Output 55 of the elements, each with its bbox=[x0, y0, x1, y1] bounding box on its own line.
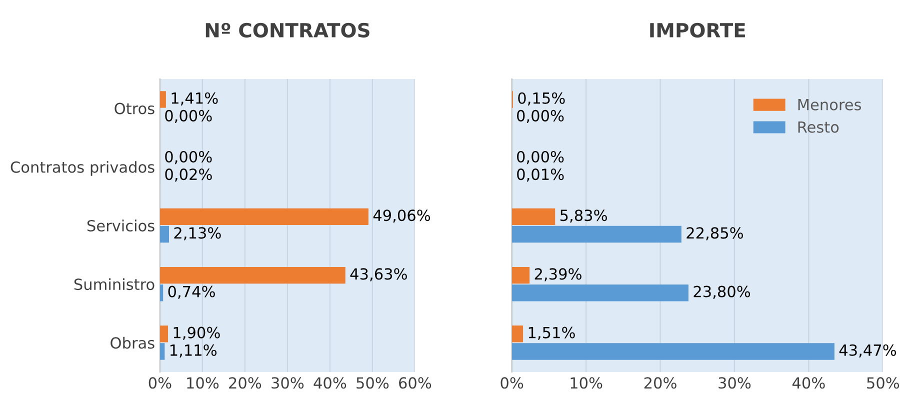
y-tick-label: Servicios bbox=[87, 220, 154, 232]
bar bbox=[160, 91, 166, 108]
data-label: 1,11% bbox=[170, 344, 217, 358]
chart-title: Nº CONTRATOS bbox=[206, 22, 370, 38]
bar bbox=[512, 226, 682, 243]
data-label: 2,39% bbox=[534, 268, 582, 282]
bar bbox=[512, 284, 688, 302]
data-label: 1,51% bbox=[528, 326, 575, 340]
bar bbox=[160, 284, 164, 302]
x-tick-label: 20% bbox=[644, 377, 676, 389]
bar bbox=[512, 266, 530, 284]
data-label: 43,63% bbox=[350, 268, 407, 282]
y-tick-label: Obras bbox=[110, 336, 154, 349]
x-tick-label: 40% bbox=[314, 377, 346, 389]
data-label: 0,15% bbox=[518, 92, 565, 106]
y-tick-label: Contratos privados bbox=[10, 161, 154, 176]
data-label: 43,47% bbox=[839, 344, 896, 358]
x-tick-label: 30% bbox=[718, 377, 751, 389]
chart-title: IMPORTE bbox=[650, 22, 745, 38]
data-label: 0,00% bbox=[517, 150, 564, 164]
data-label: 5,83% bbox=[560, 210, 607, 223]
x-tick-label: 40% bbox=[792, 377, 825, 389]
data-label: 0,00% bbox=[165, 150, 212, 164]
data-label: 0,00% bbox=[517, 110, 564, 124]
x-tick-label: 50% bbox=[356, 377, 389, 389]
data-label: 49,06% bbox=[373, 210, 430, 223]
bar bbox=[512, 326, 524, 342]
data-label: 0,02% bbox=[165, 168, 212, 182]
data-label: 0,00% bbox=[165, 110, 212, 124]
bar bbox=[160, 226, 170, 243]
x-tick-label: 60% bbox=[399, 377, 432, 389]
bar bbox=[160, 343, 165, 360]
bar bbox=[160, 266, 346, 284]
data-label: 0,74% bbox=[168, 286, 215, 299]
y-tick-label: Suministro bbox=[74, 278, 154, 290]
x-tick-label: 0% bbox=[148, 377, 172, 389]
bar bbox=[512, 208, 556, 226]
x-tick-label: 20% bbox=[229, 377, 262, 389]
bar bbox=[160, 208, 368, 226]
legend-label: Menores bbox=[798, 99, 862, 110]
x-tick-label: 10% bbox=[187, 377, 219, 389]
x-tick-label: 50% bbox=[867, 377, 900, 389]
data-label: 1,41% bbox=[172, 92, 218, 106]
x-tick-label: 30% bbox=[272, 377, 304, 389]
data-label: 0,01% bbox=[517, 168, 564, 182]
bar bbox=[512, 343, 834, 360]
data-label: 1,90% bbox=[174, 326, 220, 340]
x-tick-label: 0% bbox=[500, 377, 524, 389]
x-tick-label: 10% bbox=[570, 377, 602, 389]
data-label: 22,85% bbox=[686, 227, 744, 240]
y-tick-label: Otros bbox=[114, 102, 154, 114]
data-label: 2,13% bbox=[174, 227, 221, 240]
bar bbox=[160, 326, 168, 342]
legend-label: Resto bbox=[798, 121, 839, 133]
data-label: 23,80% bbox=[694, 286, 750, 299]
